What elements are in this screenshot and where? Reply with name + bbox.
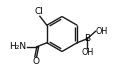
Text: OH: OH bbox=[81, 48, 93, 57]
Text: O: O bbox=[32, 57, 39, 66]
Text: H₂N: H₂N bbox=[10, 42, 27, 51]
Text: OH: OH bbox=[96, 27, 108, 36]
Text: Cl: Cl bbox=[35, 7, 44, 16]
Text: B: B bbox=[84, 34, 90, 43]
